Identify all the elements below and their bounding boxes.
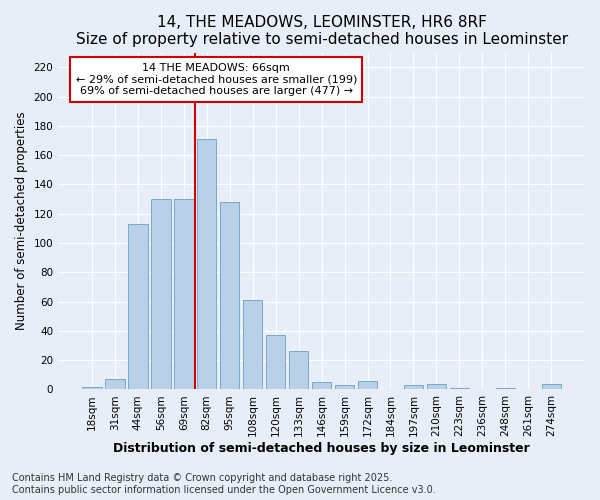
Text: Contains HM Land Registry data © Crown copyright and database right 2025.
Contai: Contains HM Land Registry data © Crown c… (12, 474, 436, 495)
Bar (174, 199, 194, 390)
Bar (312, 382, 331, 390)
Bar (335, 385, 355, 390)
Bar (128, 224, 148, 390)
Bar (197, 139, 217, 390)
Bar (449, 388, 469, 390)
Bar (220, 202, 239, 390)
Bar (404, 385, 423, 390)
Bar (151, 199, 170, 390)
Bar (105, 379, 125, 390)
Y-axis label: Number of semi-detached properties: Number of semi-detached properties (15, 112, 28, 330)
Bar (289, 352, 308, 390)
Bar (496, 388, 515, 390)
Bar (243, 300, 262, 390)
Bar (82, 386, 101, 390)
X-axis label: Distribution of semi-detached houses by size in Leominster: Distribution of semi-detached houses by … (113, 442, 530, 455)
Bar (542, 384, 561, 390)
Bar (427, 384, 446, 390)
Title: 14, THE MEADOWS, LEOMINSTER, HR6 8RF
Size of property relative to semi-detached : 14, THE MEADOWS, LEOMINSTER, HR6 8RF Siz… (76, 15, 568, 48)
Text: 14 THE MEADOWS: 66sqm
← 29% of semi-detached houses are smaller (199)
69% of sem: 14 THE MEADOWS: 66sqm ← 29% of semi-deta… (76, 63, 357, 96)
Bar (266, 336, 286, 390)
Bar (358, 380, 377, 390)
